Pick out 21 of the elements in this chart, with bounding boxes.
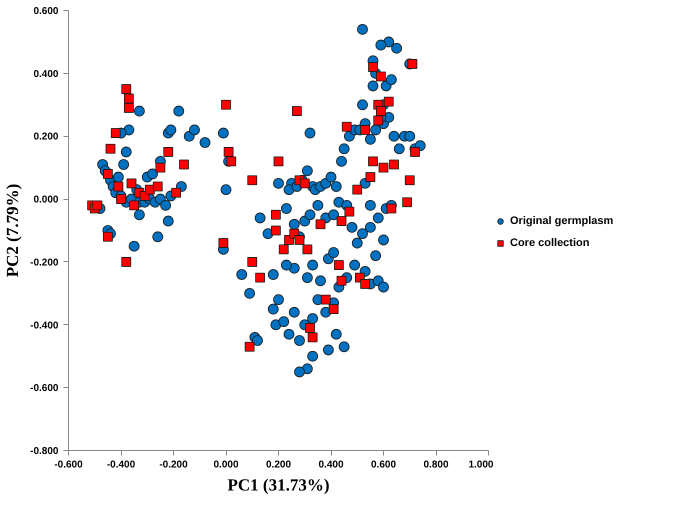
y-tick-label: -0.200 (30, 257, 59, 268)
legend-label: Original germplasm (510, 214, 614, 226)
y-tick-label: 0.200 (33, 132, 59, 143)
x-tick-label: -0.600 (54, 460, 84, 470)
y-axis-title: PC2 (7.79%) (3, 184, 22, 278)
x-tick-label: -0.400 (106, 460, 136, 470)
y-tick-label: 0.000 (33, 194, 59, 206)
y-tick-label: -0.600 (30, 383, 59, 394)
y-tick-label: -0.400 (30, 320, 59, 332)
x-tick-label: 0.200 (266, 460, 292, 470)
x-tick-label: 0.800 (423, 460, 449, 470)
x-tick-label: -0.200 (159, 460, 188, 470)
x-tick-label: 0.600 (370, 460, 396, 470)
y-tick-label: 0.600 (33, 6, 59, 17)
y-tick-label: 0.400 (33, 68, 59, 80)
x-axis-title: PC1 (31.73%) (228, 476, 330, 494)
x-tick-label: 0.400 (318, 460, 344, 470)
x-tick-label: 0.000 (213, 460, 239, 470)
y-tick-label: -0.800 (30, 446, 59, 457)
x-tick-label: 1.000 (468, 460, 494, 470)
legend-label: Core collection (510, 236, 590, 248)
